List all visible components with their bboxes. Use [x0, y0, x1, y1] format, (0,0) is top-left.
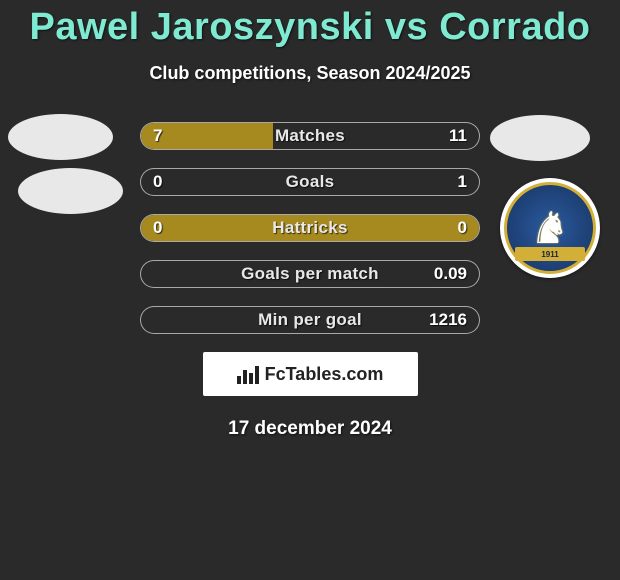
snapshot-date: 17 december 2024	[0, 418, 620, 440]
branding-text: FcTables.com	[265, 364, 384, 385]
player-left-club-avatar	[18, 168, 123, 214]
stat-row: 0.09Goals per match	[140, 260, 480, 288]
stat-row: 711Matches	[140, 122, 480, 150]
crest-inner: ♞ 1911	[504, 182, 596, 274]
stat-row: 00Hattricks	[140, 214, 480, 242]
comparison-bars: 711Matches 01Goals 00Hattricks 0.09Goals pe…	[140, 122, 480, 334]
page-subtitle: Club competitions, Season 2024/2025	[0, 63, 620, 84]
page-title: Pawel Jaroszynski vs Corrado	[0, 0, 620, 49]
stat-row: 1216Min per goal	[140, 306, 480, 334]
lion-icon: ♞	[530, 203, 569, 254]
player-right-avatar	[490, 115, 590, 161]
stat-label: Hattricks	[141, 215, 479, 241]
stat-label: Matches	[141, 123, 479, 149]
stat-label: Min per goal	[141, 307, 479, 333]
stat-label: Goals	[141, 169, 479, 195]
player-left-avatar	[8, 114, 113, 160]
barchart-icon	[237, 364, 259, 384]
stat-row: 01Goals	[140, 168, 480, 196]
stat-label: Goals per match	[141, 261, 479, 287]
crest-year-band: 1911	[515, 247, 585, 261]
branding-badge: FcTables.com	[203, 352, 418, 396]
player-right-club-crest: ♞ 1911	[500, 178, 600, 278]
